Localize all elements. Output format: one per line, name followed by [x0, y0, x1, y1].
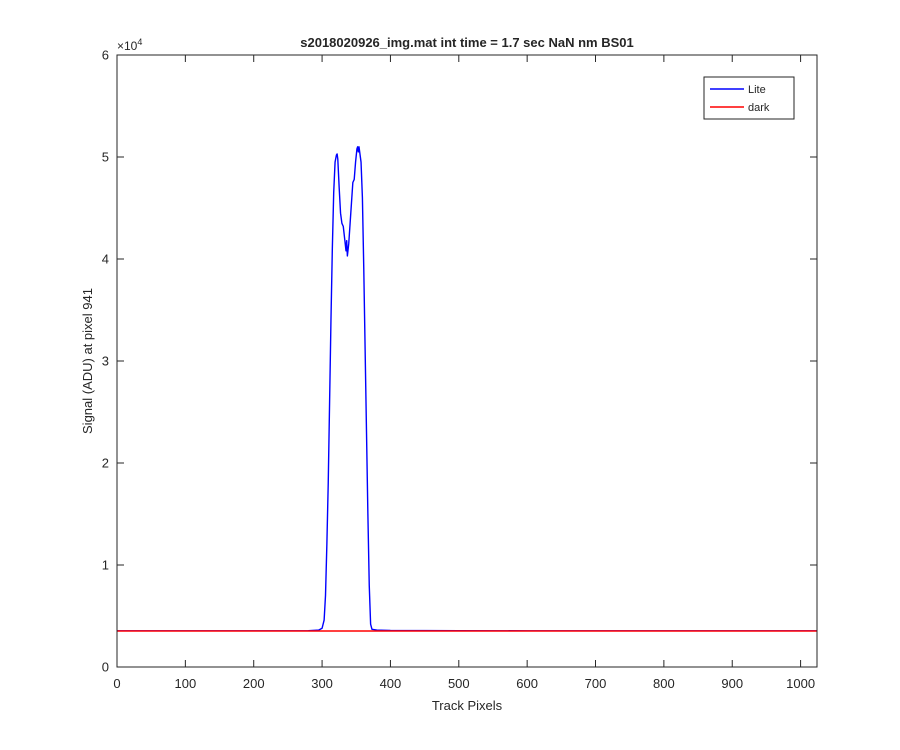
- y-tick-label: 5: [102, 150, 109, 165]
- x-tick-label: 800: [653, 676, 675, 691]
- x-tick-label: 900: [721, 676, 743, 691]
- y-tick-label: 2: [102, 456, 109, 471]
- y-tick-label: 4: [102, 252, 109, 267]
- legend-label-dark: dark: [748, 102, 770, 114]
- x-tick-label: 1000: [786, 676, 815, 691]
- x-tick-label: 300: [311, 676, 333, 691]
- x-tick-label: 0: [113, 676, 120, 691]
- y-axis-exponent-power: 4: [137, 37, 142, 47]
- x-tick-label: 400: [380, 676, 402, 691]
- x-tick-label: 600: [516, 676, 538, 691]
- y-tick-label: 6: [102, 48, 109, 63]
- x-tick-label: 200: [243, 676, 265, 691]
- y-axis-exponent: ×104: [117, 37, 142, 53]
- axes-layer: 0 100 200 300 400 500 600 700 800 900 1000 0 1 2 3 4 5 6: [102, 48, 818, 691]
- legend-label-lite: Lite: [748, 84, 766, 96]
- series-layer: [117, 146, 817, 632]
- y-tick-label: 0: [102, 660, 109, 675]
- y-axis-exponent-base: ×10: [117, 39, 138, 53]
- legend-box: [703, 76, 795, 120]
- plot-area: [117, 55, 817, 667]
- y-tick-label: 1: [102, 558, 109, 573]
- chart-title: s2018020926_img.mat int time = 1.7 sec N…: [300, 35, 634, 50]
- x-tick-label: 100: [175, 676, 197, 691]
- x-axis-label: Track Pixels: [432, 698, 503, 713]
- y-tick-label: 3: [102, 354, 109, 369]
- y-axis-label: Signal (ADU) at pixel 941: [80, 288, 95, 434]
- legend: Lite dark: [703, 76, 795, 120]
- series-line-lite: [117, 146, 817, 632]
- x-tick-label: 700: [585, 676, 607, 691]
- x-tick-label: 500: [448, 676, 470, 691]
